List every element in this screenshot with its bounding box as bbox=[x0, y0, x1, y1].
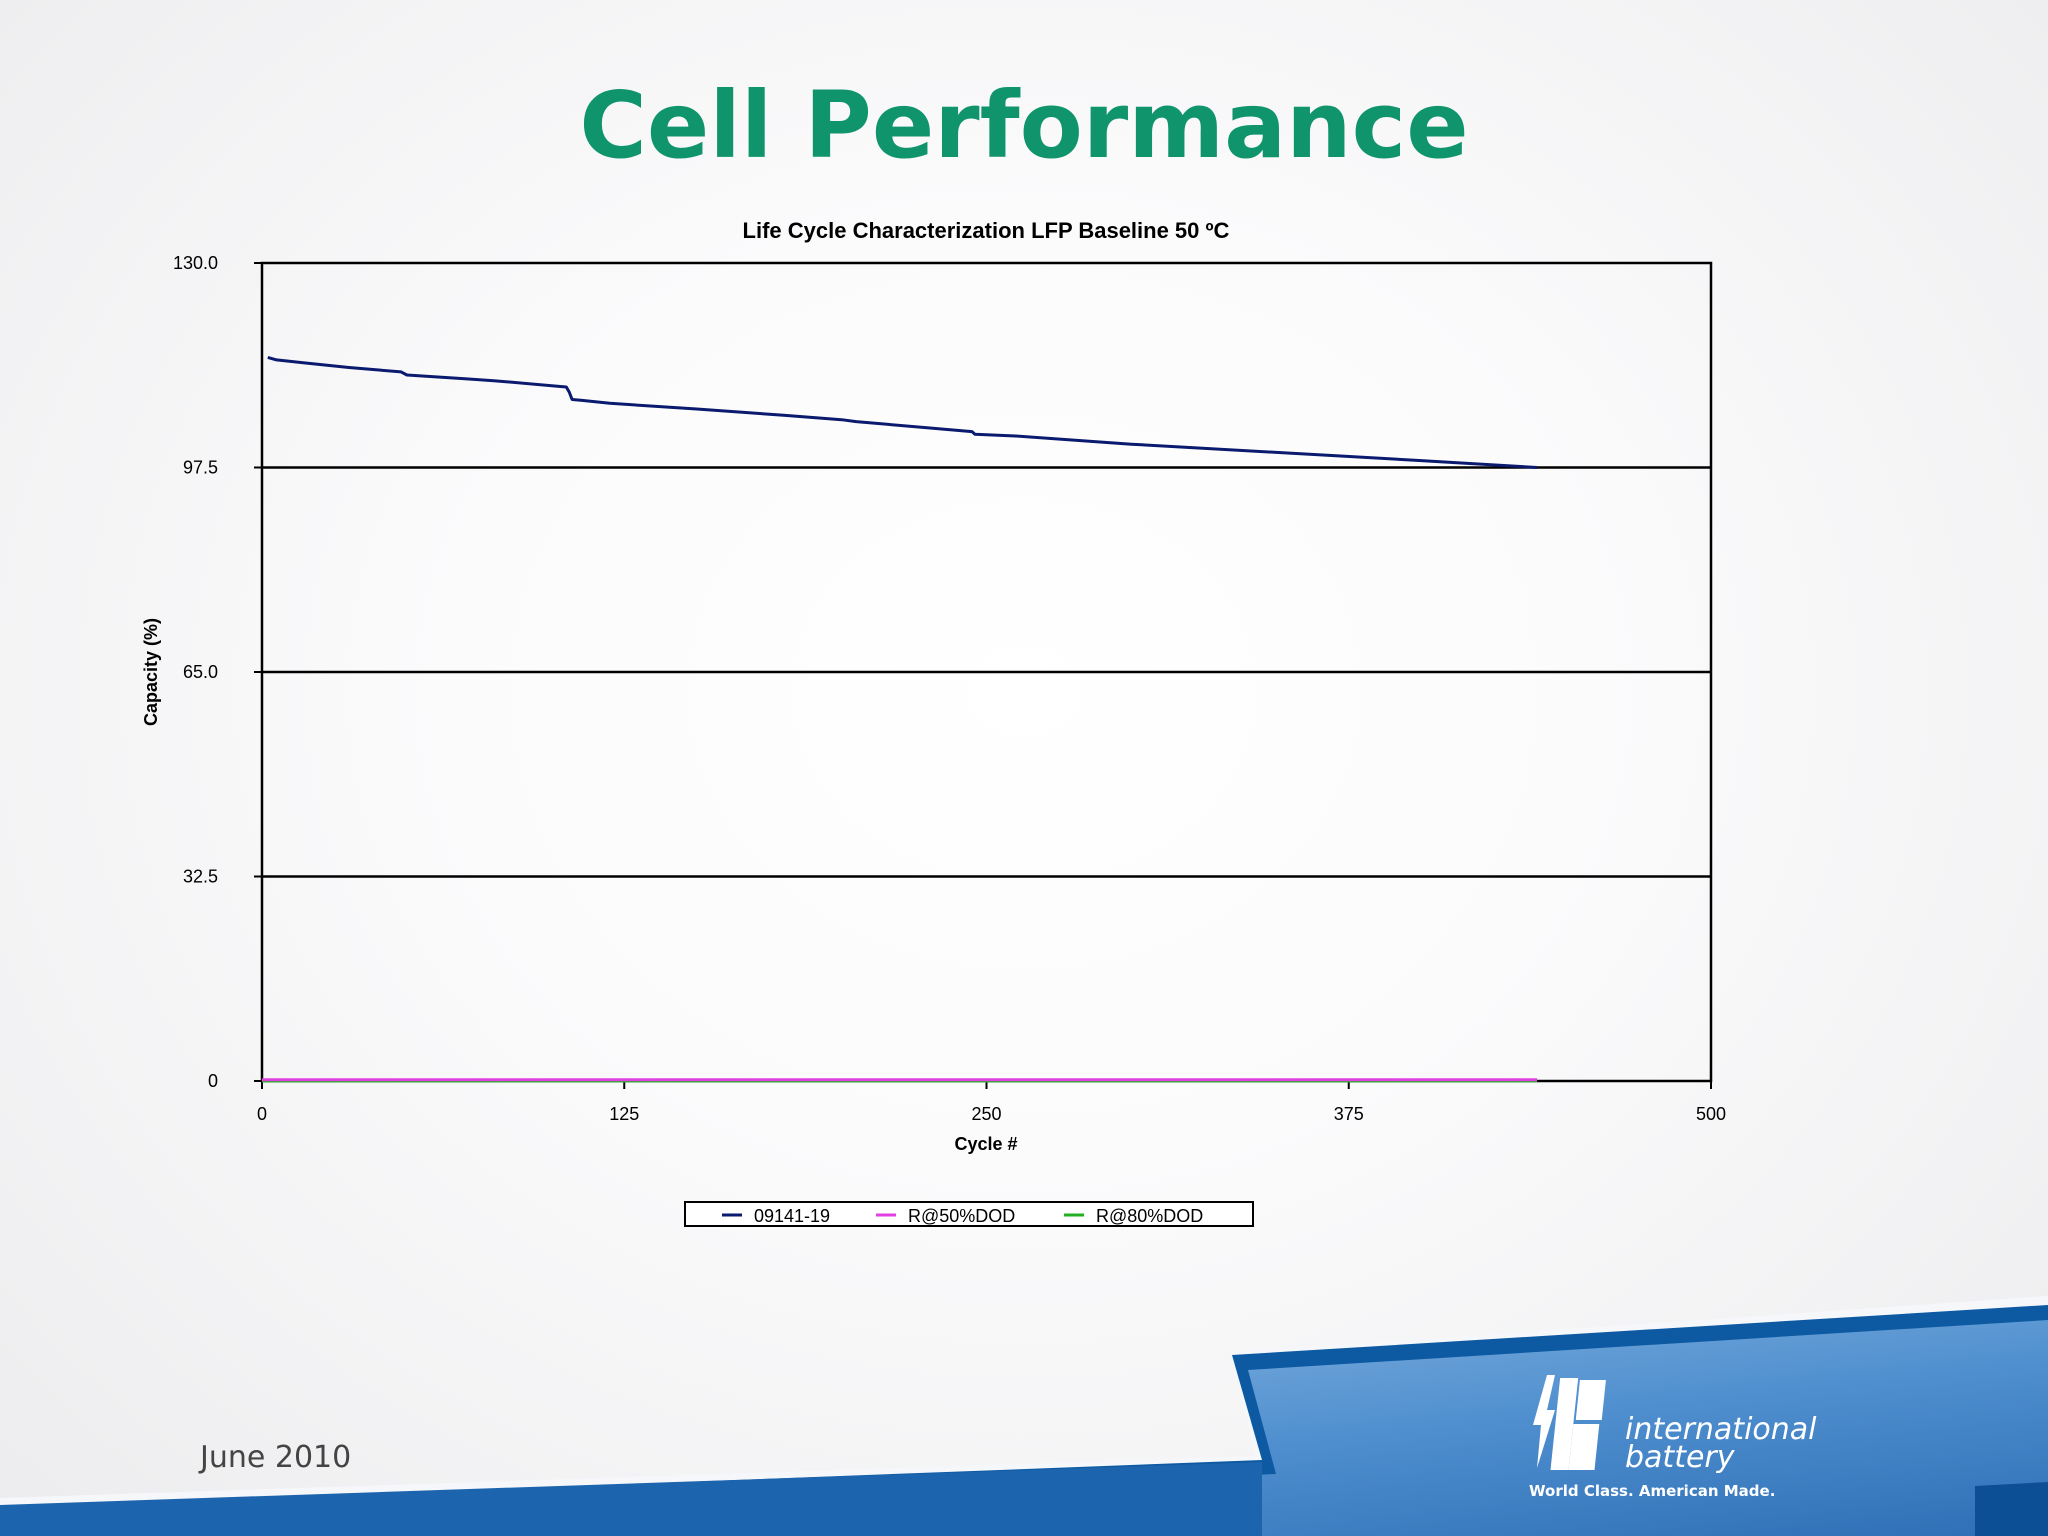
chart-title: Life Cycle Characterization LFP Baseline… bbox=[743, 218, 1230, 243]
x-tick-label: 250 bbox=[971, 1104, 1001, 1124]
banner-bottom-bar bbox=[0, 1462, 1262, 1536]
series-lines bbox=[262, 355, 1538, 1083]
gridlines bbox=[262, 466, 1711, 878]
logo-text-line1: international bbox=[1625, 1412, 1817, 1447]
y-tick-label: 97.5 bbox=[183, 458, 218, 478]
x-axis-label: Cycle # bbox=[954, 1134, 1017, 1154]
legend-label: R@80%DOD bbox=[1096, 1206, 1203, 1226]
y-tick-label: 0 bbox=[208, 1071, 218, 1091]
y-tick-label: 32.5 bbox=[183, 867, 218, 887]
logo-tagline: World Class. American Made. bbox=[1529, 1482, 1776, 1500]
footer-date: June 2010 bbox=[200, 1440, 352, 1475]
y-tick-label: 130.0 bbox=[173, 253, 218, 273]
banner-corner bbox=[1975, 1482, 2048, 1536]
x-tick-label: 125 bbox=[609, 1104, 639, 1124]
y-tick-label: 65.0 bbox=[183, 662, 218, 682]
series-line-09141-19 bbox=[267, 355, 1538, 469]
legend-items: 09141-19 R@50%DOD R@80%DOD bbox=[722, 1206, 1203, 1226]
legend-label: 09141-19 bbox=[754, 1206, 830, 1226]
banner-fill bbox=[0, 1320, 2048, 1536]
x-tick-label: 375 bbox=[1334, 1104, 1364, 1124]
legend-label: R@50%DOD bbox=[908, 1206, 1015, 1226]
x-tick-label: 500 bbox=[1696, 1104, 1726, 1124]
company-logo: international battery World Class. Ameri… bbox=[1525, 1370, 1855, 1510]
legend-box bbox=[684, 1201, 1254, 1227]
y-axis-label: Capacity (%) bbox=[141, 618, 161, 726]
logo-text-line2: battery bbox=[1625, 1440, 1735, 1475]
y-axis-ticks: 0 32.5 65.0 97.5 130.0 bbox=[173, 253, 262, 1091]
x-axis-ticks: 0 125 250 375 500 bbox=[257, 1081, 1726, 1124]
logo-mark-icon bbox=[1533, 1375, 1606, 1470]
legend: 09141-19 R@50%DOD R@80%DOD bbox=[684, 1201, 1254, 1227]
page-title: Cell Performance bbox=[579, 72, 1469, 179]
x-tick-label: 0 bbox=[257, 1104, 267, 1124]
